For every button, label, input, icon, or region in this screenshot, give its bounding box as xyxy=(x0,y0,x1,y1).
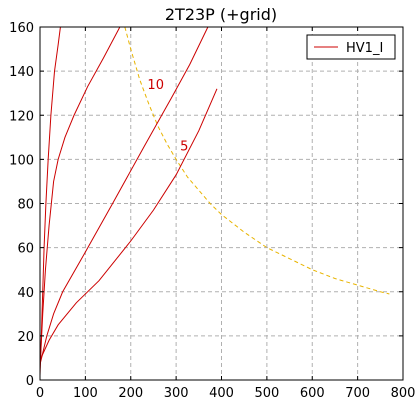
y-tick-label: 100 xyxy=(9,153,34,168)
series-line-4 xyxy=(39,88,218,361)
x-tick-label: 300 xyxy=(164,386,189,401)
y-tick-label: 20 xyxy=(17,330,34,345)
curve-annotation: 5 xyxy=(180,140,188,155)
legend-label: HV1_I xyxy=(346,41,383,56)
x-tick-label: 600 xyxy=(300,386,325,401)
series-line-3 xyxy=(39,26,209,365)
power-limit-curve xyxy=(124,26,390,295)
y-tick-label: 160 xyxy=(9,21,34,36)
chart-title: 2T23P (+grid) xyxy=(165,5,277,24)
x-tick-label: 0 xyxy=(36,386,44,401)
x-tick-label: 800 xyxy=(391,386,416,401)
x-tick-label: 400 xyxy=(209,386,234,401)
axis-ticks: 0 100 200 300 400 500 600 700 800 0 20 40 60 80 100 120… xyxy=(9,21,415,401)
y-tick-label: 80 xyxy=(17,198,34,213)
series-line-1 xyxy=(39,26,61,376)
x-tick-label: 700 xyxy=(345,386,370,401)
x-tick-label: 200 xyxy=(118,386,143,401)
legend: HV1_I xyxy=(306,34,396,60)
curve-annotation: 10 xyxy=(147,78,164,93)
y-tick-label: 60 xyxy=(17,242,34,257)
y-tick-label: 120 xyxy=(9,109,34,124)
y-tick-label: 40 xyxy=(17,286,34,301)
grid xyxy=(40,27,403,380)
y-tick-label: 140 xyxy=(9,65,34,80)
x-tick-label: 100 xyxy=(73,386,98,401)
y-tick-label: 0 xyxy=(26,374,34,389)
series-line-2 xyxy=(39,26,121,369)
plot-area: 10 5 xyxy=(39,26,390,376)
x-tick-label: 500 xyxy=(254,386,279,401)
